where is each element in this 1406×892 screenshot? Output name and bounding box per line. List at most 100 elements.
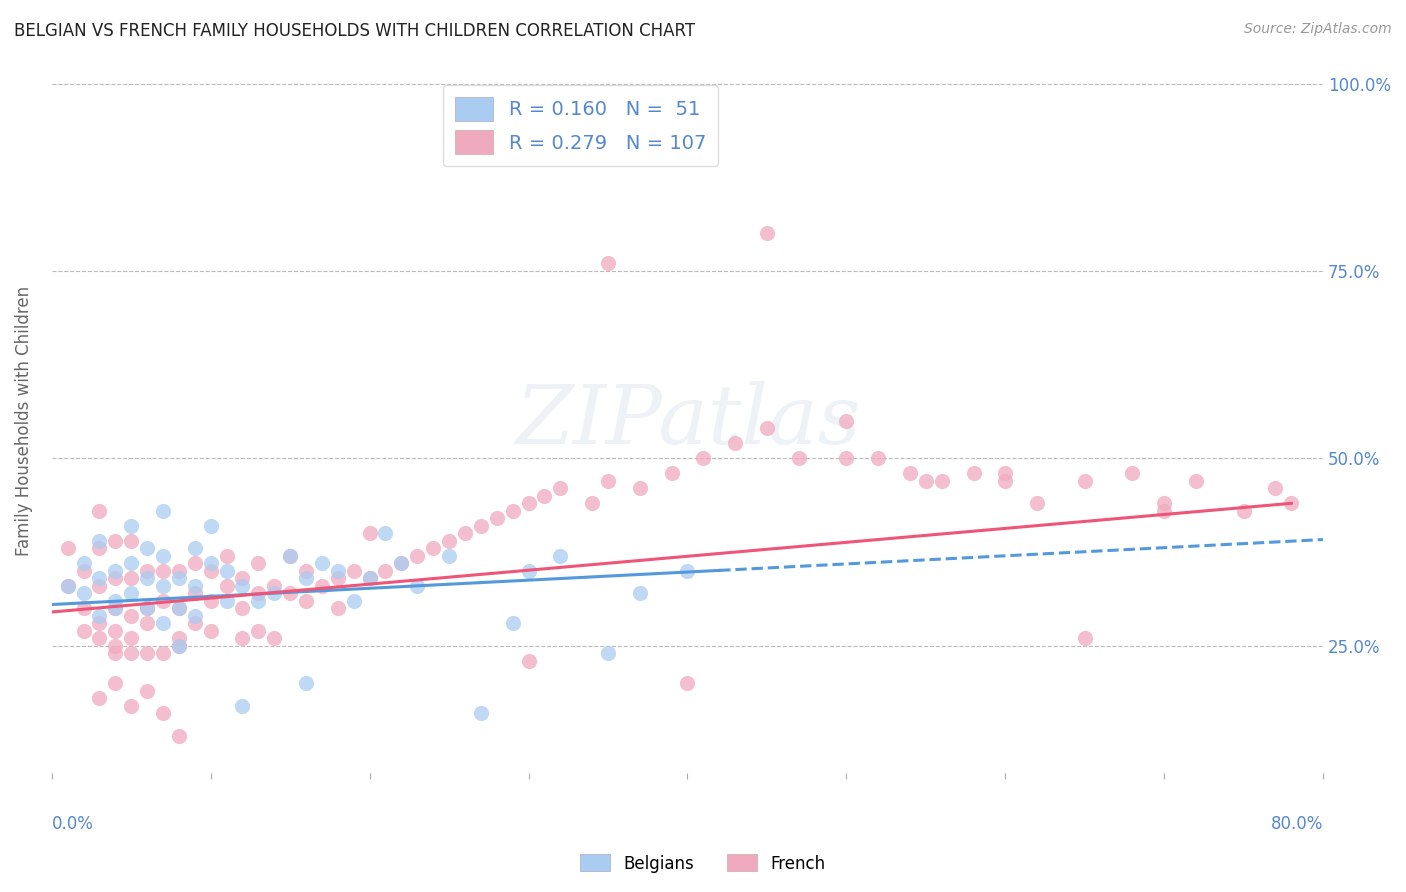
Point xyxy=(962,467,984,481)
Point xyxy=(152,706,174,721)
Point xyxy=(89,541,111,556)
Point xyxy=(200,518,222,533)
Point xyxy=(89,608,111,623)
Point xyxy=(343,564,366,578)
Point xyxy=(104,601,127,615)
Point xyxy=(263,632,285,646)
Point xyxy=(89,691,111,706)
Point xyxy=(311,579,333,593)
Point xyxy=(581,496,603,510)
Point xyxy=(755,227,778,241)
Point xyxy=(1153,504,1175,518)
Point xyxy=(533,489,555,503)
Point xyxy=(295,594,318,608)
Point xyxy=(596,256,619,270)
Point xyxy=(835,414,858,428)
Point xyxy=(1233,504,1256,518)
Point xyxy=(120,632,142,646)
Point xyxy=(1074,474,1097,488)
Point xyxy=(167,571,190,585)
Point xyxy=(136,541,159,556)
Point xyxy=(167,639,190,653)
Point xyxy=(406,579,429,593)
Point xyxy=(104,571,127,585)
Point xyxy=(200,556,222,570)
Point xyxy=(517,496,540,510)
Point xyxy=(104,639,127,653)
Point xyxy=(1185,474,1208,488)
Point xyxy=(184,579,207,593)
Point xyxy=(295,564,318,578)
Point xyxy=(167,632,190,646)
Text: 80.0%: 80.0% xyxy=(1271,815,1323,833)
Point xyxy=(628,481,651,495)
Point xyxy=(596,474,619,488)
Text: 0.0%: 0.0% xyxy=(52,815,94,833)
Point xyxy=(898,467,921,481)
Point xyxy=(136,601,159,615)
Point xyxy=(231,632,253,646)
Point xyxy=(454,526,477,541)
Point xyxy=(104,533,127,548)
Point xyxy=(200,594,222,608)
Point xyxy=(502,616,524,631)
Point xyxy=(676,676,699,690)
Point xyxy=(89,533,111,548)
Point xyxy=(517,564,540,578)
Point xyxy=(755,421,778,435)
Point xyxy=(56,541,79,556)
Point xyxy=(835,451,858,466)
Legend: R = 0.160   N =  51, R = 0.279   N = 107: R = 0.160 N = 51, R = 0.279 N = 107 xyxy=(443,86,718,166)
Point xyxy=(89,571,111,585)
Point xyxy=(72,556,94,570)
Point xyxy=(374,526,396,541)
Point xyxy=(263,579,285,593)
Point xyxy=(104,676,127,690)
Point xyxy=(89,579,111,593)
Point xyxy=(72,564,94,578)
Point xyxy=(136,601,159,615)
Point xyxy=(550,549,572,563)
Point xyxy=(231,698,253,713)
Point xyxy=(278,549,301,563)
Text: BELGIAN VS FRENCH FAMILY HOUSEHOLDS WITH CHILDREN CORRELATION CHART: BELGIAN VS FRENCH FAMILY HOUSEHOLDS WITH… xyxy=(14,22,695,40)
Point xyxy=(152,504,174,518)
Point xyxy=(72,624,94,638)
Point xyxy=(326,571,349,585)
Point xyxy=(152,579,174,593)
Point xyxy=(278,549,301,563)
Point xyxy=(120,646,142,660)
Point xyxy=(550,481,572,495)
Point xyxy=(72,586,94,600)
Point xyxy=(120,608,142,623)
Point xyxy=(152,616,174,631)
Point xyxy=(152,594,174,608)
Point xyxy=(167,601,190,615)
Point xyxy=(359,571,381,585)
Point xyxy=(215,549,238,563)
Point xyxy=(470,518,492,533)
Point xyxy=(326,564,349,578)
Point xyxy=(104,646,127,660)
Point xyxy=(184,541,207,556)
Point xyxy=(994,474,1017,488)
Point xyxy=(136,616,159,631)
Point xyxy=(215,564,238,578)
Point xyxy=(422,541,444,556)
Point xyxy=(120,698,142,713)
Point xyxy=(120,518,142,533)
Point xyxy=(359,571,381,585)
Point xyxy=(931,474,953,488)
Point xyxy=(914,474,936,488)
Point xyxy=(724,436,747,450)
Point xyxy=(343,594,366,608)
Point xyxy=(89,632,111,646)
Point xyxy=(136,646,159,660)
Point xyxy=(247,586,270,600)
Point xyxy=(437,533,460,548)
Point xyxy=(326,601,349,615)
Point xyxy=(136,683,159,698)
Point xyxy=(247,594,270,608)
Point xyxy=(136,564,159,578)
Point xyxy=(247,556,270,570)
